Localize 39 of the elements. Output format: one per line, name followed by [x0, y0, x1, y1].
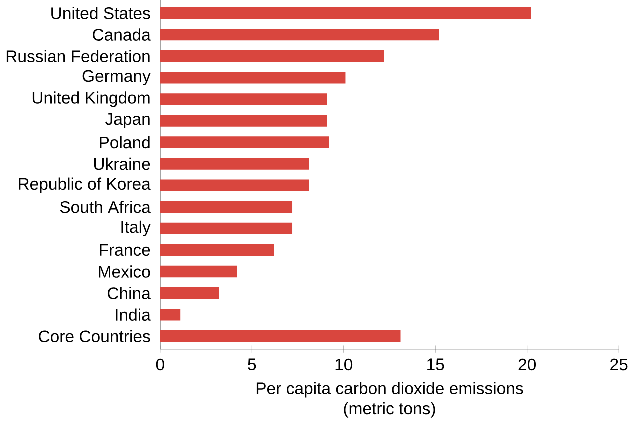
- bar: [160, 50, 384, 62]
- bar: [160, 180, 310, 192]
- y-tick-label: Germany: [82, 70, 151, 86]
- bar: [160, 8, 532, 20]
- bar: [160, 288, 220, 300]
- y-tick-label: United Kingdom: [32, 92, 150, 108]
- y-tick-label: South Africa: [60, 201, 151, 214]
- bar: [160, 158, 310, 170]
- y-tick-label: United States: [52, 7, 150, 20]
- x-tick-label: 5: [248, 359, 256, 371]
- y-tick-label: France: [100, 244, 150, 256]
- x-tick-label: 15: [428, 359, 444, 371]
- bar: [160, 202, 293, 214]
- bar: [160, 94, 328, 106]
- bar: [160, 223, 293, 235]
- y-tick-label: Republic of Korea: [19, 178, 151, 194]
- bar: [160, 266, 238, 278]
- bar: [160, 72, 346, 84]
- x-tick-label: 20: [518, 359, 536, 371]
- x-tick-label: 25: [610, 359, 628, 371]
- bar: [160, 244, 274, 256]
- y-tick-label: Poland: [100, 136, 150, 149]
- y-tick-label: Ukraine: [94, 158, 150, 170]
- bar: [160, 309, 181, 321]
- y-tick-label: Italy: [122, 221, 151, 237]
- y-tick-label: Mexico: [99, 266, 150, 278]
- y-tick-label: China: [108, 287, 151, 300]
- x-tick-label: 0: [156, 359, 164, 371]
- y-tick-label: India: [116, 308, 151, 322]
- y-tick-label: Japan: [106, 114, 150, 129]
- y-tick-label: Canada: [93, 28, 151, 42]
- y-tick-label: Russian Federation: [6, 50, 150, 63]
- bar: [160, 29, 440, 41]
- y-tick-label: Core Countries: [39, 330, 150, 343]
- bar: [160, 136, 330, 149]
- bar: [160, 115, 328, 128]
- x-tick-label: 10: [336, 359, 353, 371]
- bar: [160, 330, 401, 343]
- x-axis-title: Per capita carbon dioxide emissions (metric tons): [256, 382, 524, 418]
